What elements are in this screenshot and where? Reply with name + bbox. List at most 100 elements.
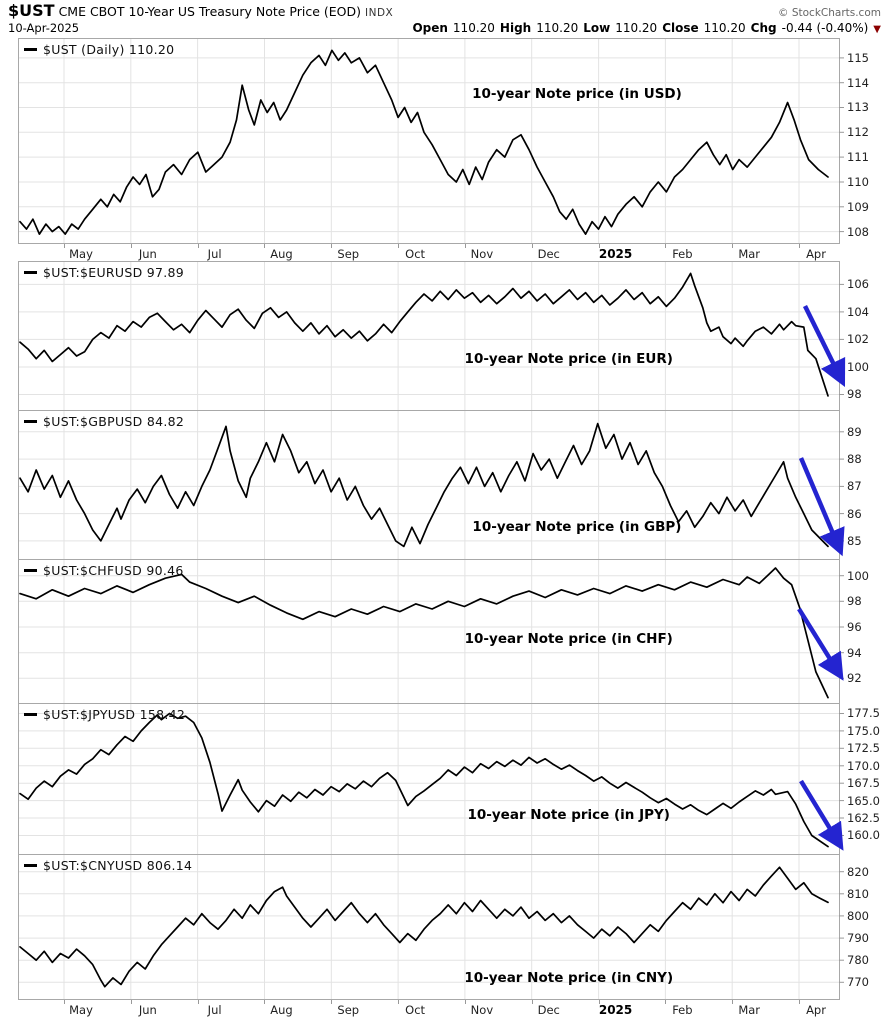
y-axis-label: 113 <box>847 100 869 115</box>
y-axis-label: 106 <box>847 277 869 292</box>
x-axis-row-bottom: May Jun Jul Aug Sep Oct Nov Dec 2025 Feb Mar Apr <box>0 1000 887 1017</box>
jpy-price-series <box>19 712 829 848</box>
x-axis-tick <box>799 1000 801 1004</box>
x-axis-label-dec: Dec <box>537 247 560 261</box>
y-axis-label: 104 <box>847 304 869 319</box>
open-label: Open <box>412 21 448 35</box>
x-axis-label-may: May <box>69 247 93 261</box>
high-value: 110.20 <box>536 21 579 35</box>
cny-plot-area <box>18 854 840 1000</box>
y-axis-label: 162.5 <box>847 811 880 826</box>
usd-legend-label: $UST (Daily) 110.20 <box>43 42 175 57</box>
x-axis-tick <box>732 1000 734 1004</box>
exchange-label: INDX <box>365 7 394 19</box>
x-axis-label-mar: Mar <box>738 1003 761 1017</box>
cny-price-series <box>19 866 829 988</box>
y-axis-label: 820 <box>847 864 869 879</box>
jpy-legend-label: $UST:$JPYUSD 158.42 <box>43 707 186 722</box>
gbp-price-series <box>19 422 829 548</box>
y-axis-label: 100 <box>847 568 869 583</box>
x-axis-label-jul: Jul <box>207 1003 222 1017</box>
chart-header: $UST CME CBOT 10-Year US Treasury Note Pr… <box>0 0 887 38</box>
plot-border <box>18 854 840 1000</box>
y-axis-label: 800 <box>847 908 869 923</box>
legend-line-swatch <box>24 569 37 572</box>
low-value: 110.20 <box>615 21 658 35</box>
y-axis-label: 88 <box>847 452 862 467</box>
chart-date: 10-Apr-2025 <box>8 21 80 35</box>
y-axis-label: 94 <box>847 645 862 660</box>
x-axis-label-sep: Sep <box>337 247 360 261</box>
y-axis-label: 92 <box>847 671 862 686</box>
low-label: Low <box>583 21 611 35</box>
x-axis-label-aug: Aug <box>270 1003 293 1017</box>
y-axis-label: 177.5 <box>847 706 880 721</box>
x-axis-row-top: May Jun Jul Aug Sep Oct Nov Dec 2025 Feb Mar Apr <box>0 244 887 261</box>
x-axis-tick <box>531 244 533 248</box>
x-axis-label-nov: Nov <box>470 247 494 261</box>
x-axis-label-2025: 2025 <box>598 1003 633 1017</box>
gbp-legend: $UST:$GBPUSD 84.82 <box>24 414 184 429</box>
x-axis-label-oct: Oct <box>405 1003 426 1017</box>
eur-legend: $UST:$EURUSD 97.89 <box>24 265 184 280</box>
title-block: $UST CME CBOT 10-Year US Treasury Note Pr… <box>8 3 393 21</box>
y-axis-label: 96 <box>847 620 862 634</box>
eur-plot-area <box>18 261 840 411</box>
high-label: High <box>499 21 532 35</box>
chg-dropdown-icon[interactable]: ▼ <box>873 24 881 35</box>
close-label: Close <box>662 21 699 35</box>
y-axis-label: 770 <box>847 975 869 990</box>
panel-gbp: $UST:$GBPUSD 84.82 10-year Note price (in… <box>0 410 887 560</box>
x-axis-tick <box>130 244 132 248</box>
x-axis-label-feb: Feb <box>672 1003 693 1017</box>
usd-price-series <box>19 49 829 235</box>
x-axis-tick <box>264 1000 266 1004</box>
chf-plot-area <box>18 559 840 704</box>
plot-border <box>18 38 840 244</box>
chf-legend: $UST:$CHFUSD 90.46 <box>24 563 184 578</box>
x-axis-tick <box>665 244 667 248</box>
cny-legend-label: $UST:$CNYUSD 806.14 <box>43 858 193 873</box>
x-axis-tick <box>64 244 65 248</box>
copyright: © StockCharts.com <box>778 7 881 19</box>
chf-price-series <box>19 567 829 699</box>
chf-annotation: 10-year Note price (in CHF) <box>464 630 673 647</box>
chf-legend-label: $UST:$CHFUSD 90.46 <box>43 563 184 578</box>
x-axis-tick <box>665 1000 667 1004</box>
x-axis-label-jul: Jul <box>207 247 222 261</box>
legend-line-swatch <box>24 271 37 274</box>
chart-panels: $UST (Daily) 110.20 10-year Note price (i… <box>0 38 887 1017</box>
x-axis-label-oct: Oct <box>405 247 426 261</box>
y-axis-label: 108 <box>847 224 869 239</box>
y-axis-label: 160.0 <box>847 828 880 843</box>
y-axis-label: 114 <box>847 75 869 90</box>
y-axis-label: 115 <box>847 50 869 65</box>
y-axis-label: 89 <box>847 424 862 439</box>
y-axis-label: 85 <box>847 533 862 548</box>
plot-border <box>18 703 840 855</box>
symbol: $UST <box>8 1 55 20</box>
x-axis-label-dec: Dec <box>537 1003 560 1017</box>
x-axis-label-feb: Feb <box>672 247 693 261</box>
y-axis-label: 172.5 <box>847 741 880 756</box>
y-axis-label: 170.0 <box>847 758 880 773</box>
x-axis-tick <box>598 244 600 248</box>
usd-legend: $UST (Daily) 110.20 <box>24 42 174 57</box>
eur-legend-label: $UST:$EURUSD 97.89 <box>43 265 185 280</box>
usd-annotation: 10-year Note price (in USD) <box>472 85 682 102</box>
ohlc-row: Open 110.20 High 110.20 Low 110.20 Close 110… <box>412 21 881 37</box>
x-axis-tick <box>64 1000 65 1004</box>
legend-line-swatch <box>24 713 37 716</box>
y-axis-label: 111 <box>847 150 869 165</box>
y-axis-label: 109 <box>847 199 869 214</box>
jpy-legend: $UST:$JPYUSD 158.42 <box>24 707 185 722</box>
x-axis-label-apr: Apr <box>806 247 826 261</box>
cny-legend: $UST:$CNYUSD 806.14 <box>24 858 192 873</box>
cny-annotation: 10-year Note price (in CNY) <box>464 970 674 987</box>
y-axis-label: 98 <box>847 387 862 402</box>
x-axis-tick <box>464 1000 466 1004</box>
y-axis-label: 86 <box>847 506 862 521</box>
legend-line-swatch <box>24 48 37 51</box>
y-axis-label: 110 <box>847 174 869 189</box>
x-axis-tick <box>197 244 199 248</box>
